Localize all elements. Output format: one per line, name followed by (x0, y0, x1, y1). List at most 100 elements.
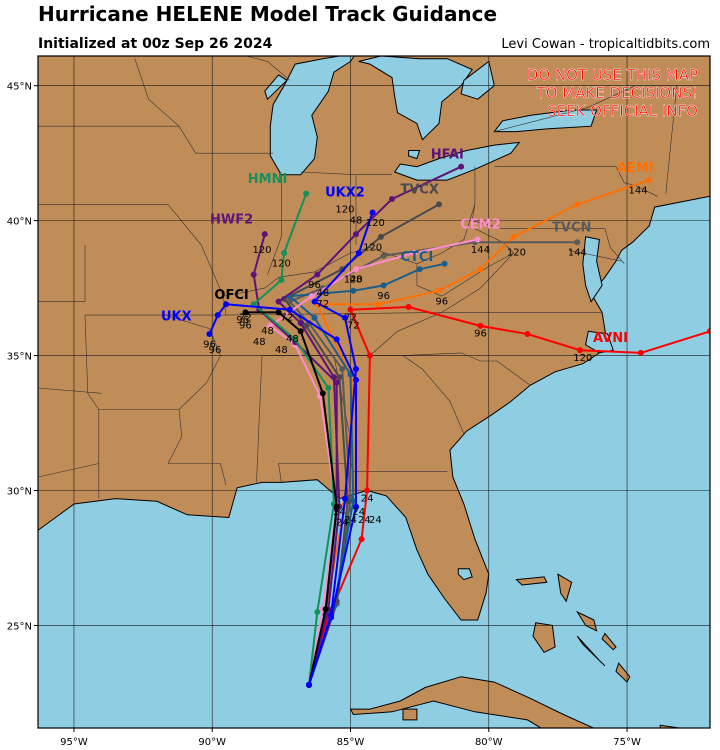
green-bay (264, 74, 288, 101)
forecast-hour-label: 96 (474, 329, 487, 340)
track-point-hwf2 (250, 271, 257, 278)
state-border (665, 85, 678, 194)
track-point-avni (366, 352, 373, 359)
forecast-hour-label: 120 (573, 353, 592, 364)
track-ofci (242, 309, 340, 688)
track-point-aemi (435, 287, 442, 294)
track-point-ukx (353, 503, 360, 510)
model-label-avni: AVNI (593, 331, 628, 346)
state-border (168, 463, 227, 486)
track-point-ctci (350, 287, 357, 294)
forecast-hour-label: 24 (344, 515, 357, 526)
axis-labels: 95°W 90°W 85°W 80°W 75°W 45°N 40°N 35°N 30°N 25°N (7, 82, 641, 748)
lake-ontario (493, 109, 598, 133)
forecast-hour-label: 120 (366, 218, 385, 229)
forecast-hour-label: 120 (272, 259, 291, 270)
model-labels: AVNI AEMI TVCN TVCX CTCI CEM2 HFAI HWF2 HMNI UKX2… (161, 148, 654, 347)
warning-line: SEEK OFFICIAL INFO (547, 102, 698, 120)
track-line-cem2 (269, 238, 478, 685)
track-point-cem2 (308, 293, 315, 300)
model-label-hfai: HFAI (431, 148, 464, 163)
track-point-ukx2 (355, 250, 362, 257)
map-title: Hurricane HELENE Model Track Guidance (38, 2, 498, 26)
track-point-ofci (297, 328, 304, 335)
track-point-avni (364, 487, 371, 494)
state-border (178, 126, 274, 154)
track-point-aemi (510, 233, 517, 240)
state-border (38, 463, 99, 478)
state-border (369, 312, 442, 356)
track-line-ctci (288, 262, 445, 686)
cat-island (601, 632, 617, 651)
track-point-hmni (278, 277, 285, 283)
forecast-hour-label: 24 (369, 515, 382, 526)
track-point-ofci (319, 390, 326, 397)
lat-tick-label: 30°N (7, 487, 32, 498)
track-point-avni (358, 536, 365, 543)
track-point-ukx (306, 681, 313, 688)
lon-tick-label: 80°W (475, 737, 503, 748)
lon-tick-label: 95°W (60, 737, 88, 748)
track-point-hmni (303, 190, 310, 197)
track-point-aemi (477, 266, 484, 273)
track-point-hfai (314, 271, 321, 278)
forecast-hour-label: 120 (507, 248, 526, 259)
track-point-cem2 (353, 266, 360, 273)
track-point-ctci (311, 314, 318, 321)
track-point-cem2 (474, 236, 481, 243)
state-border (165, 314, 221, 464)
track-point-ctci (416, 266, 423, 273)
track-point-ukx (333, 336, 340, 343)
track-point-tvcx (336, 374, 343, 381)
forecast-hour-label: 120 (252, 245, 271, 256)
track-point-aemi (375, 301, 382, 308)
track-point-ukx (328, 614, 335, 621)
forecast-hour-label: 96 (209, 345, 222, 356)
state-border (494, 166, 636, 186)
forecast-hour-labels: 2472961209612014414412096120144120120961… (203, 186, 648, 529)
lat-tick-label: 40°N (7, 217, 32, 228)
track-point-ukx2 (353, 366, 360, 373)
track-point-avni (405, 303, 412, 310)
track-point-ofci (275, 309, 282, 316)
forecast-hour-label: 120 (344, 275, 363, 286)
forecast-hour-label: 72 (347, 321, 360, 332)
track-point-tvcx (377, 233, 384, 240)
state-border (267, 174, 282, 275)
forecast-hour-label: 24 (352, 507, 365, 518)
track-point-ctci (350, 498, 357, 505)
forecast-hour-label: 48 (253, 337, 266, 348)
state-border (134, 58, 180, 127)
state-border (402, 355, 465, 434)
land-layer (38, 56, 710, 728)
lat-tick-label: 45°N (7, 82, 32, 93)
forecast-hour-label: 24 (333, 507, 346, 518)
exuma (576, 635, 606, 667)
model-label-hwf2: HWF2 (210, 212, 253, 227)
track-point-hfai (297, 320, 304, 327)
lat-tick-label: 35°N (7, 352, 32, 363)
state-border (84, 315, 100, 499)
forecast-hour-label: 144 (629, 186, 648, 197)
model-label-cem2: CEM2 (460, 218, 500, 233)
forecast-hour-label: 96 (239, 321, 252, 332)
track-layer (206, 163, 710, 688)
track-point-ctci (441, 260, 448, 267)
track-point-aemi (646, 177, 653, 184)
graticule (38, 56, 710, 728)
track-line-ukx2 (308, 212, 374, 686)
track-point-ukx (206, 330, 213, 337)
isle-of-youth (402, 708, 418, 721)
state-border (471, 166, 605, 229)
model-label-aemi: AEMI (617, 161, 654, 176)
model-label-ukx: UKX (161, 309, 192, 324)
track-point-hmni (325, 384, 332, 391)
warning-line: DO NOT USE THIS MAP (527, 66, 698, 84)
track-point-hfai (388, 196, 395, 203)
track-point-avni (637, 349, 644, 356)
lon-tick-label: 90°W (198, 737, 226, 748)
state-border (635, 185, 658, 197)
track-point-ukx (286, 306, 293, 313)
forecast-hour-label: 120 (363, 242, 382, 253)
